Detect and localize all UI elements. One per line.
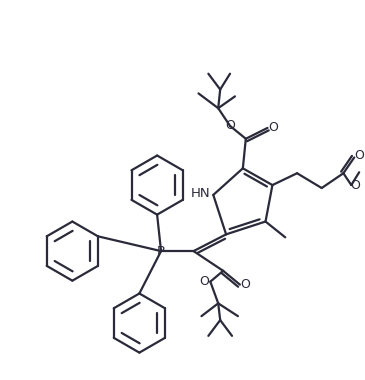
Text: O: O [269, 121, 278, 135]
Text: O: O [240, 278, 250, 291]
Text: O: O [350, 179, 360, 192]
Text: O: O [200, 275, 210, 288]
Text: O: O [225, 119, 235, 133]
Text: O: O [354, 149, 364, 162]
Text: P: P [157, 245, 165, 258]
Text: HN: HN [191, 187, 210, 200]
